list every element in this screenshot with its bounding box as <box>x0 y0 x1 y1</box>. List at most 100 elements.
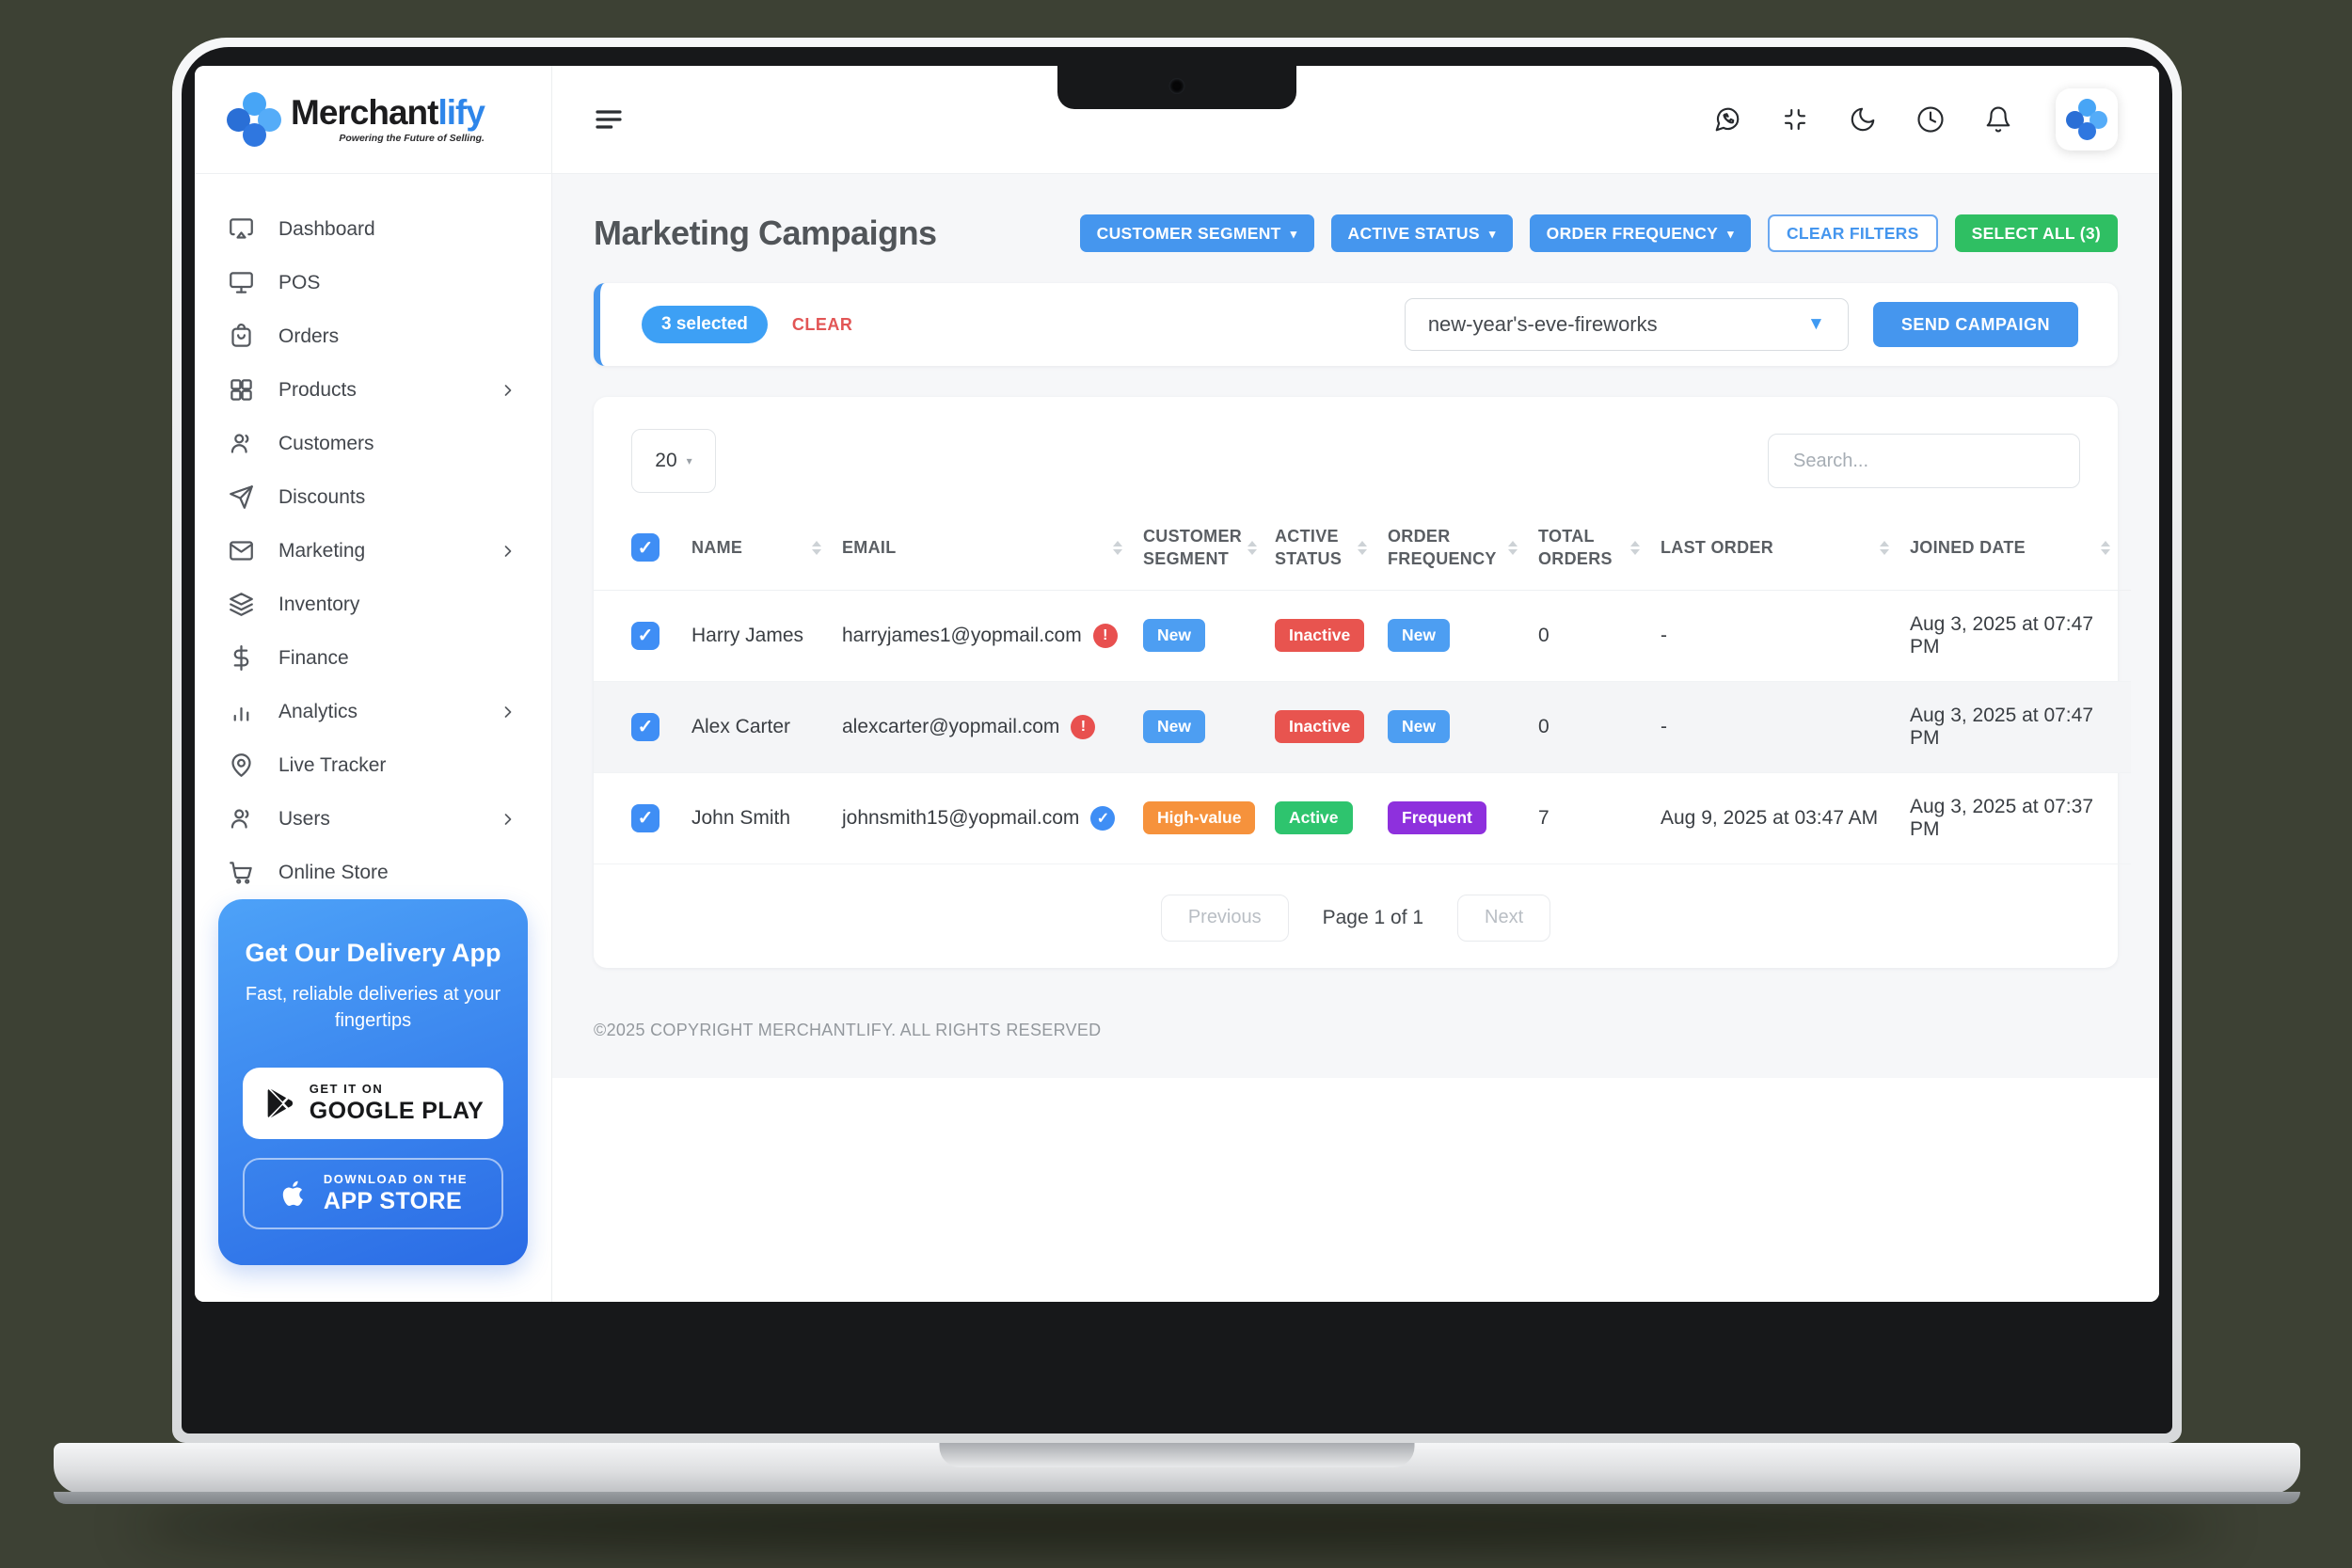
row-checkbox[interactable]: ✓ <box>631 621 660 650</box>
sort-icon[interactable] <box>1113 540 1130 555</box>
clear-selection-button[interactable]: CLEAR <box>791 314 853 334</box>
sidebar-item-label: POS <box>278 271 321 293</box>
row-checkbox[interactable]: ✓ <box>631 803 660 832</box>
column-header-email: EMAIL <box>842 538 897 558</box>
cell-total-orders: 0 <box>1538 681 1661 773</box>
page-content: Marketing Campaigns CUSTOMER SEGMENT ▾ AC… <box>552 174 2159 1078</box>
cell-name: Alex Carter <box>691 681 842 773</box>
cell-last-order: - <box>1661 590 1910 682</box>
sidebar-item-dashboard[interactable]: Dashboard <box>195 202 551 256</box>
status-badge: Inactive <box>1275 710 1365 744</box>
select-all-button[interactable]: SELECT ALL (3) <box>1954 214 2118 252</box>
app-screen: Merchantlify Powering the Future of Sell… <box>195 66 2159 1302</box>
caret-down-icon: ▾ <box>1290 226 1297 241</box>
user-avatar[interactable] <box>2056 88 2118 150</box>
sidebar: Merchantlify Powering the Future of Sell… <box>195 66 552 1302</box>
layers-icon <box>230 593 253 616</box>
app-store-button[interactable]: DOWNLOAD ON THE APP STORE <box>243 1158 503 1229</box>
history-button[interactable] <box>1916 105 1945 134</box>
mail-icon <box>230 541 253 561</box>
previous-page-button[interactable]: Previous <box>1160 894 1289 942</box>
clear-filters-button[interactable]: CLEAR FILTERS <box>1767 214 1938 252</box>
sort-icon[interactable] <box>1358 540 1375 555</box>
search-input[interactable] <box>1768 434 2080 488</box>
sort-icon[interactable] <box>1880 540 1897 555</box>
sidebar-item-pos[interactable]: POS <box>195 256 551 309</box>
selection-banner: 3 selected CLEAR new-year's-eve-firework… <box>594 283 2118 366</box>
notifications-button[interactable] <box>1984 105 2012 134</box>
column-header-total-orders: TOTAL ORDERS <box>1538 527 1613 569</box>
pagination: Previous Page 1 of 1 Next <box>594 864 2118 942</box>
customer-segment-filter-button[interactable]: CUSTOMER SEGMENT ▾ <box>1079 214 1314 252</box>
active-status-filter-button[interactable]: ACTIVE STATUS ▾ <box>1330 214 1513 252</box>
select-all-checkbox[interactable]: ✓ <box>631 533 660 562</box>
laptop-shadow <box>132 1501 2220 1550</box>
shopping-bag-icon <box>231 324 251 347</box>
next-page-button[interactable]: Next <box>1457 894 1551 942</box>
send-campaign-button[interactable]: SEND CAMPAIGN <box>1872 302 2078 347</box>
sidebar-item-finance[interactable]: Finance <box>195 631 551 685</box>
chevron-right-icon <box>499 542 517 561</box>
sidebar-item-orders[interactable]: Orders <box>195 309 551 363</box>
brand-logo[interactable]: Merchantlify Powering the Future of Sell… <box>195 66 551 174</box>
cell-name: Harry James <box>691 590 842 682</box>
sidebar-item-inventory[interactable]: Inventory <box>195 578 551 631</box>
page-size-select[interactable]: 20 ▾ <box>631 429 716 493</box>
campaign-select[interactable]: new-year's-eve-fireworks ▼ <box>1404 298 1849 351</box>
menu-toggle-button[interactable] <box>594 104 624 135</box>
sidebar-item-discounts[interactable]: Discounts <box>195 470 551 524</box>
sidebar-item-customers[interactable]: Customers <box>195 417 551 470</box>
sidebar-item-users[interactable]: Users <box>195 792 551 846</box>
row-checkbox[interactable]: ✓ <box>631 712 660 741</box>
laptop-base <box>54 1443 2300 1494</box>
cell-joined-date: Aug 3, 2025 at 07:47 PM <box>1910 590 2131 682</box>
sidebar-item-analytics[interactable]: Analytics <box>195 685 551 738</box>
filter-label: SELECT ALL (3) <box>1971 223 2101 243</box>
bar-chart-icon <box>233 707 249 721</box>
sidebar-item-live-tracker[interactable]: Live Tracker <box>195 738 551 792</box>
brand-text: Merchantlify Powering the Future of Sell… <box>291 95 485 144</box>
copyright-text: ©2025 COPYRIGHT MERCHANTLIFY. ALL RIGHTS… <box>594 1020 1102 1039</box>
sidebar-item-products[interactable]: Products <box>195 363 551 417</box>
users-icon <box>230 434 249 453</box>
promo-subtitle: Fast, reliable deliveries at your finger… <box>245 984 501 1031</box>
whatsapp-button[interactable] <box>1713 105 1741 134</box>
sort-icon[interactable] <box>812 540 829 555</box>
page-header: Marketing Campaigns CUSTOMER SEGMENT ▾ AC… <box>594 214 2118 253</box>
filter-toolbar: CUSTOMER SEGMENT ▾ ACTIVE STATUS ▾ ORDER F… <box>1079 214 2118 252</box>
sort-icon[interactable] <box>1248 540 1264 555</box>
sidebar-item-label: Dashboard <box>278 217 375 240</box>
order-frequency-filter-button[interactable]: ORDER FREQUENCY ▾ <box>1529 214 1751 252</box>
column-header-name: NAME <box>691 538 743 558</box>
segment-badge: New <box>1143 619 1205 653</box>
google-play-button[interactable]: GET IT ON GOOGLE PLAY <box>243 1068 503 1139</box>
google-play-big-label: GOOGLE PLAY <box>309 1098 485 1124</box>
whatsapp-icon <box>1715 107 1740 132</box>
frequency-badge: New <box>1388 619 1450 653</box>
topbar-actions <box>1713 88 2118 150</box>
brand-logo-icon <box>227 92 281 147</box>
table-toolbar: 20 ▾ <box>594 429 2118 493</box>
sidebar-item-marketing[interactable]: Marketing <box>195 524 551 578</box>
minimize-button[interactable] <box>1781 105 1809 134</box>
column-header-order-frequency: ORDER FREQUENCY <box>1388 527 1497 569</box>
sidebar-item-label: Discounts <box>278 485 366 508</box>
caret-down-icon: ▾ <box>1488 226 1496 241</box>
sort-icon[interactable] <box>2101 540 2118 555</box>
topbar <box>552 66 2159 174</box>
sidebar-item-online-store[interactable]: Online Store <box>195 846 551 899</box>
laptop-base-edge <box>54 1492 2300 1504</box>
sort-icon[interactable] <box>1630 540 1647 555</box>
sidebar-item-label: Orders <box>278 325 340 347</box>
frequency-badge: New <box>1388 710 1450 744</box>
customers-table-card: 20 ▾ ✓ <box>594 397 2131 968</box>
column-header-customer-segment: CUSTOMER SEGMENT <box>1143 527 1243 569</box>
minimize-icon <box>1784 108 1806 131</box>
sidebar-item-label: Users <box>278 807 330 830</box>
campaign-select-value: new-year's-eve-fireworks <box>1427 312 1658 336</box>
brand-word-dark: Merchant <box>291 93 438 132</box>
shopping-cart-icon <box>230 862 252 884</box>
sort-icon[interactable] <box>1508 540 1525 555</box>
dark-mode-button[interactable] <box>1849 105 1877 134</box>
chevron-right-icon <box>499 381 517 400</box>
